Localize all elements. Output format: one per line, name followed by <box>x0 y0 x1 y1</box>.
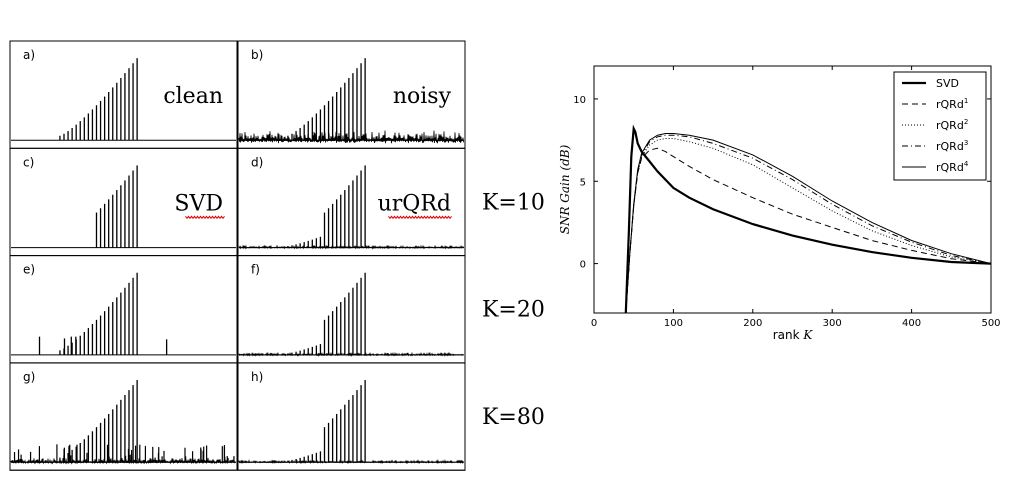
x-axis-label: rank K <box>773 328 814 342</box>
panel-label: d) <box>251 155 263 169</box>
legend-label: SVD <box>936 77 959 90</box>
plot-frame <box>593 65 992 314</box>
legend-label-text: SVD <box>936 77 959 90</box>
legend-label-text: rQRd <box>936 119 964 132</box>
noise-trace <box>10 457 236 465</box>
panel-caption: clean <box>163 84 223 109</box>
x-tick-label: 100 <box>664 318 683 329</box>
y-tick-label: 0 <box>580 260 586 271</box>
x-tick-label: 200 <box>743 318 762 329</box>
spectrum-panel-g: g) <box>9 362 238 471</box>
y-axis-label: SNR Gain (dB) <box>558 144 572 234</box>
spectrum-panel-e: e) <box>9 255 238 364</box>
y-tick-label: 10 <box>573 95 586 106</box>
spectrum-panel-a: a) clean <box>9 40 238 149</box>
row-labels: K=10 K=20 K=80 <box>482 190 545 430</box>
noise-trace <box>238 351 464 358</box>
legend-label-sup: 3 <box>964 139 968 147</box>
panel-label: f) <box>251 263 260 277</box>
legend-label-sup: 4 <box>964 160 969 168</box>
series-line-rqrd4 <box>625 133 991 313</box>
x-tick-label: 300 <box>823 318 842 329</box>
panel-frame <box>9 362 238 471</box>
legend-label: rQRd1 <box>936 97 968 111</box>
panel-label: b) <box>251 48 263 62</box>
series-line-svd <box>624 124 991 313</box>
legend-label-sup: 1 <box>964 97 968 105</box>
legend-label: rQRd2 <box>936 118 968 132</box>
panel-label: e) <box>23 263 35 277</box>
y-axis-label-unit: (dB) <box>558 144 572 174</box>
panel-label: g) <box>23 370 35 384</box>
y-tick-label: 5 <box>580 177 586 188</box>
spectrum-panel-f: f) <box>237 255 466 364</box>
spectrum-panel-h: h) <box>237 362 466 471</box>
legend-box <box>893 71 987 181</box>
legend-label-text: rQRd <box>936 140 964 153</box>
x-tick-label: 500 <box>981 318 1000 329</box>
x-tick-label: 0 <box>591 318 597 329</box>
spectrum-panel-b: b) noisy <box>237 40 466 149</box>
legend-label: rQRd3 <box>936 139 968 153</box>
noise-trace <box>238 244 464 250</box>
panel-label: h) <box>251 370 263 384</box>
row-label: K=80 <box>482 405 545 430</box>
noise-trace <box>238 130 464 144</box>
spellcheck-underline <box>185 215 225 220</box>
panel-caption: noisy <box>393 84 452 109</box>
row-label: K=10 <box>482 190 545 215</box>
panel-label: a) <box>23 48 35 62</box>
legend-label-text: rQRd <box>936 161 964 174</box>
row-label: K=20 <box>482 298 545 323</box>
x-axis-label-text: rank <box>773 328 804 342</box>
spectra-panels: a) clean b) noisy c) SVD d) urQRd e) f) g) h) <box>9 40 466 471</box>
y-axis-label-main: SNR Gain <box>558 174 572 234</box>
panel-caption: urQRd <box>378 191 451 216</box>
spectrum-panel-c: c) SVD <box>9 147 238 257</box>
panel-frame <box>237 362 466 471</box>
panel-label: c) <box>23 155 34 169</box>
series-line-rqrd2 <box>625 138 991 313</box>
noise-trace <box>238 459 464 465</box>
legend-label: rQRd4 <box>936 160 969 174</box>
spectrum-panel-d: d) urQRd <box>237 147 466 257</box>
x-axis-label-var: K <box>802 328 813 342</box>
panel-frame <box>9 255 238 364</box>
panel-caption: SVD <box>174 191 223 216</box>
panel-frame <box>237 255 466 364</box>
legend-label-sup: 2 <box>964 118 968 126</box>
spellcheck-underline <box>388 215 452 220</box>
legend-label-text: rQRd <box>936 98 964 111</box>
x-tick-label: 400 <box>902 318 921 329</box>
